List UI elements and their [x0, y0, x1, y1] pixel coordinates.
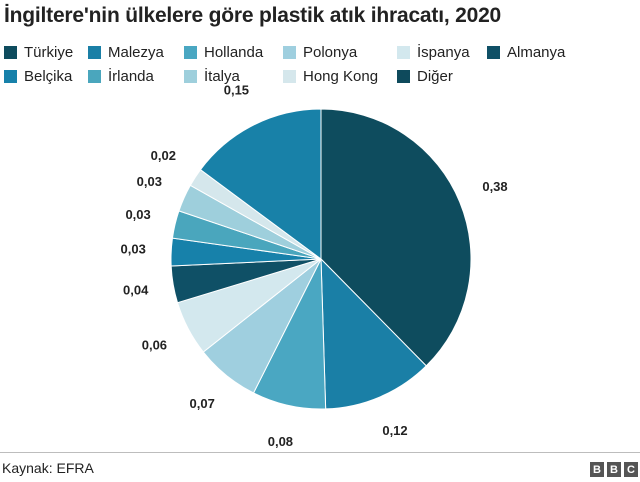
pie-slice-diğer	[199, 108, 322, 260]
legend-swatch	[88, 69, 101, 83]
legend-swatch	[397, 45, 410, 59]
pie-value-label: 0,08	[268, 434, 293, 449]
legend-item-diger: Diğer	[397, 66, 453, 86]
source-note: Kaynak: EFRA	[2, 460, 94, 476]
legend-label: Hong Kong	[303, 67, 379, 85]
legend-swatch	[88, 45, 101, 59]
legend-item-malezya: Malezya	[88, 42, 164, 62]
legend-label: Türkiye	[24, 43, 74, 61]
legend-item-hollanda: Hollanda	[184, 42, 263, 62]
legend-label: Almanya	[507, 43, 566, 61]
legend-item-polonya: Polonya	[283, 42, 357, 62]
legend-label: İrlanda	[108, 67, 154, 85]
logo-letter: B	[590, 462, 604, 477]
pie-slice-türkiye	[320, 108, 472, 367]
bbc-logo: B B C	[590, 462, 638, 477]
legend-swatch	[397, 69, 410, 83]
legend-swatch	[184, 45, 197, 59]
legend-swatch	[283, 69, 296, 83]
legend-item-hong-kong: Hong Kong	[283, 66, 378, 86]
legend-item-ispanya: İspanya	[397, 42, 470, 62]
logo-letter: B	[607, 462, 621, 477]
legend-swatch	[4, 69, 17, 83]
pie-value-label: 0,38	[482, 179, 507, 194]
legend-swatch	[184, 69, 197, 83]
pie-value-label: 0,15	[224, 83, 249, 98]
legend-label: İspanya	[417, 43, 470, 61]
pie-value-label: 0,04	[123, 282, 149, 297]
legend-swatch	[4, 45, 17, 59]
legend-label: Malezya	[108, 43, 164, 61]
pie-value-label: 0,02	[151, 148, 176, 163]
pie-slice-malezya	[320, 257, 427, 410]
pie-value-label: 0,06	[142, 338, 167, 353]
chart-title: İngiltere'nin ülkelere göre plastik atık…	[4, 4, 502, 27]
pie-value-label: 0,03	[137, 174, 162, 189]
legend-label: Hollanda	[204, 43, 264, 61]
legend-item-turkiye: Türkiye	[4, 42, 73, 62]
logo-letter: C	[624, 462, 638, 477]
legend-item-belcika: Belçika	[4, 66, 72, 86]
legend-label: Belçika	[24, 67, 73, 85]
legend-item-almanya: Almanya	[487, 42, 565, 62]
pie-value-label: 0,03	[125, 207, 150, 222]
legend-item-irlanda: İrlanda	[88, 66, 154, 86]
pie-chart: 0,38 0,12 0,08 0,07 0,06 0,04 0,03 0,03 0,03 0,02…	[121, 83, 508, 450]
pie-value-label: 0,12	[382, 423, 407, 438]
legend-swatch	[283, 45, 296, 59]
legend-label: Diğer	[417, 67, 453, 85]
chart-legend: Türkiye Malezya Hollanda Polonya İspanya…	[4, 42, 640, 90]
legend-label: İtalya	[204, 67, 240, 85]
pie-value-label: 0,07	[190, 396, 215, 411]
legend-swatch	[487, 45, 500, 59]
legend-item-italya: İtalya	[184, 66, 240, 86]
pie-value-label: 0,03	[121, 242, 146, 257]
legend-label: Polonya	[303, 43, 358, 61]
footer-divider	[0, 452, 640, 453]
